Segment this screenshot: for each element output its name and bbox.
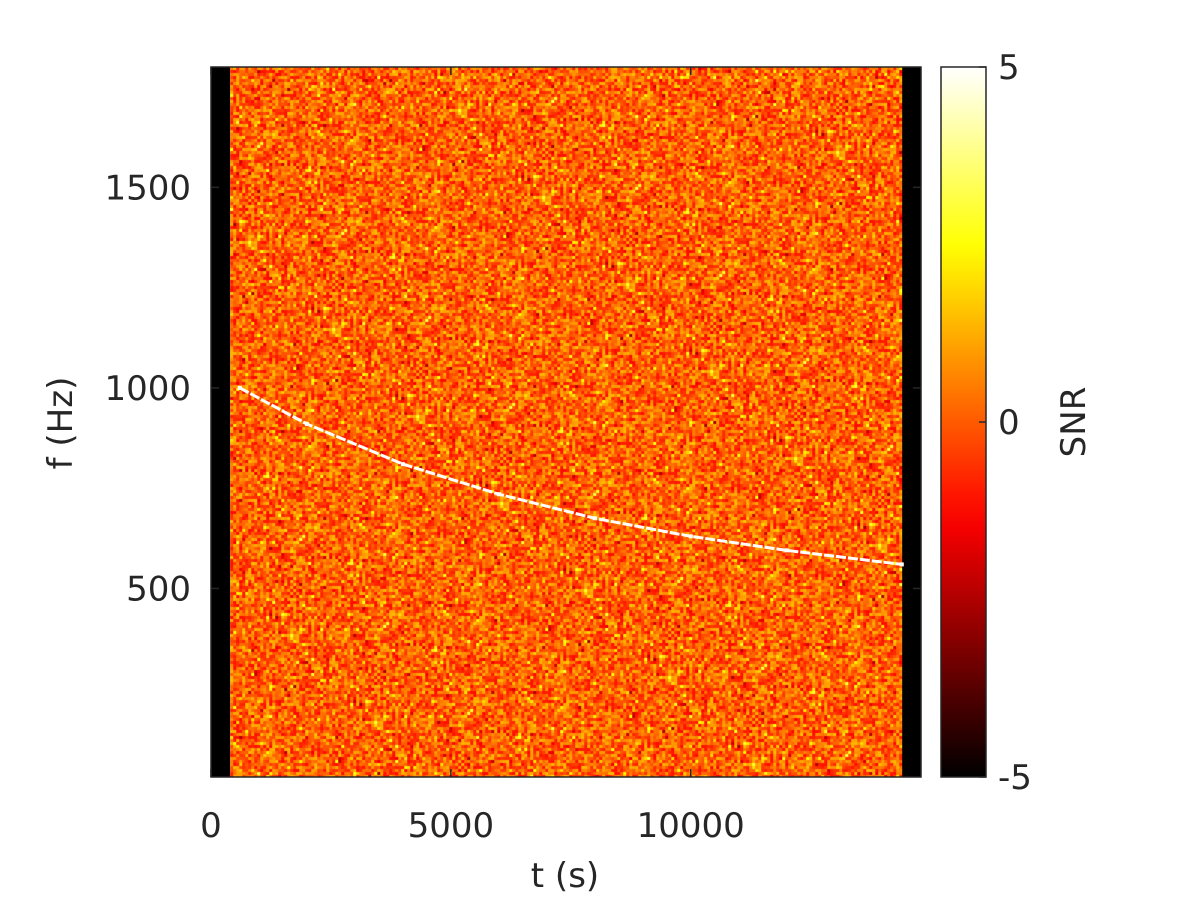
signal-point <box>237 385 242 390</box>
padding-left <box>211 67 231 777</box>
signal-point <box>784 548 789 553</box>
x-axis-label: t (s) <box>531 856 599 896</box>
signal-point <box>496 492 501 497</box>
padding-right <box>901 67 921 777</box>
signal-point <box>304 422 309 427</box>
colorbar-tick-label: 5 <box>998 48 1020 88</box>
signal-track-line <box>239 386 902 566</box>
y-tick-label: 1000 <box>104 369 191 409</box>
colorbar: -5 0 5 <box>940 48 1032 798</box>
signal-point <box>899 562 904 567</box>
signal-point <box>400 462 405 467</box>
signal-point <box>592 516 597 521</box>
plot-area <box>211 67 921 777</box>
noise-background <box>230 67 903 777</box>
colorbar-tick-label: 0 <box>998 403 1020 443</box>
colorbar-tick-label: -5 <box>998 758 1032 798</box>
y-axis-label: f (Hz) <box>41 377 81 470</box>
y-tick-label: 500 <box>126 569 191 609</box>
colorbar-label: SNR <box>1054 387 1094 458</box>
x-tick-label: 0 <box>200 806 222 846</box>
x-tick-label: 5000 <box>408 806 495 846</box>
plot-frame <box>210 66 922 778</box>
signal-point <box>688 534 693 539</box>
axes: 0 5000 10000 500 1000 1500 <box>104 66 922 846</box>
y-tick-label: 1500 <box>104 168 191 208</box>
x-tick-label: 10000 <box>637 806 745 846</box>
